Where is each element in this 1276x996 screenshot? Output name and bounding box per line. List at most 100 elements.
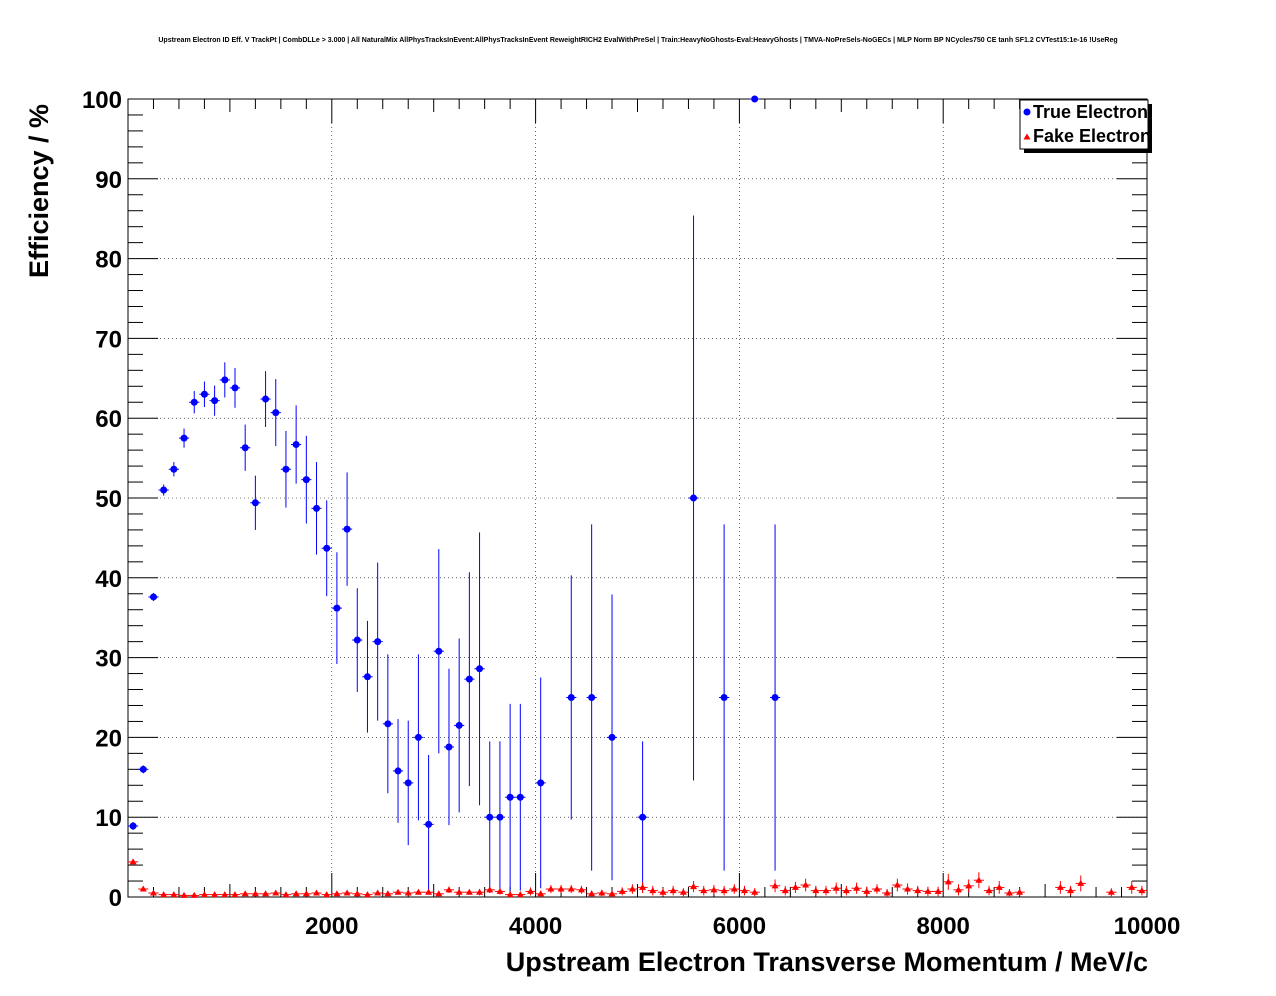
data-point	[200, 891, 208, 898]
legend-label-fake-electron: Fake Electron	[1033, 126, 1151, 146]
data-point	[414, 733, 422, 741]
x-tick-label: 8000	[917, 913, 970, 940]
data-point	[649, 887, 657, 894]
data-point	[170, 465, 178, 473]
data-point	[720, 887, 728, 894]
data-point	[1077, 879, 1085, 886]
data-point	[954, 886, 962, 893]
data-point	[537, 779, 545, 787]
data-point	[353, 890, 361, 897]
data-point	[200, 390, 208, 398]
data-point	[679, 888, 687, 895]
data-point	[445, 743, 453, 751]
x-tick-label: 2000	[305, 913, 358, 940]
data-point	[883, 889, 891, 896]
data-point	[476, 665, 484, 673]
data-point	[496, 813, 504, 821]
data-point	[710, 886, 718, 893]
data-point	[394, 888, 402, 895]
data-point	[139, 765, 147, 773]
data-point	[425, 820, 433, 828]
data-point	[262, 890, 270, 897]
data-point	[149, 593, 157, 601]
data-point	[292, 441, 300, 449]
data-point	[720, 694, 728, 701]
data-point	[832, 884, 840, 891]
data-point	[414, 888, 422, 895]
data-point	[598, 889, 606, 896]
data-point	[221, 891, 229, 898]
plot-frame	[127, 98, 1148, 898]
x-tick-label: 10000	[1114, 913, 1181, 940]
y-tick-label: 100	[82, 87, 122, 114]
data-point	[302, 890, 310, 897]
data-point	[537, 890, 545, 897]
data-point	[771, 882, 779, 889]
data-point	[506, 891, 514, 898]
data-point	[873, 885, 881, 892]
data-point	[1056, 883, 1064, 890]
data-point	[659, 888, 667, 895]
legend: True Electron Fake Electron	[1019, 99, 1152, 153]
data-point	[302, 476, 310, 484]
data-point	[241, 890, 249, 897]
legend-marker-fake-electron	[1023, 133, 1031, 140]
data-point	[944, 878, 952, 885]
data-point	[690, 883, 698, 890]
data-point	[363, 673, 371, 681]
data-point	[740, 887, 748, 894]
data-point	[323, 544, 331, 552]
data-point	[313, 504, 321, 512]
data-point	[404, 779, 412, 787]
data-point	[924, 887, 932, 894]
data-point	[527, 887, 535, 894]
data-point	[1067, 887, 1075, 894]
data-point	[272, 409, 280, 417]
data-point	[608, 733, 616, 741]
data-point	[547, 885, 555, 892]
data-point	[567, 885, 575, 892]
data-point	[272, 889, 280, 896]
data-point	[639, 883, 647, 890]
data-point	[313, 889, 321, 896]
data-point	[363, 891, 371, 898]
data-point	[486, 813, 494, 821]
data-point	[934, 887, 942, 894]
data-point	[333, 890, 341, 897]
data-point	[1016, 888, 1024, 895]
data-point	[914, 887, 922, 894]
data-point	[771, 694, 779, 701]
y-tick-label: 0	[109, 885, 122, 912]
y-tick-label: 70	[95, 326, 122, 353]
data-point	[812, 887, 820, 894]
data-point	[669, 887, 677, 894]
data-point	[323, 891, 331, 898]
y-tick-label: 80	[95, 247, 122, 274]
data-point	[802, 881, 810, 888]
data-point	[384, 720, 392, 728]
y-tick-label: 50	[95, 486, 122, 513]
legend-box	[1019, 99, 1149, 150]
data-point	[863, 887, 871, 894]
data-point	[435, 890, 443, 897]
data-point	[791, 883, 799, 890]
data-point	[577, 886, 585, 893]
y-tick-label: 90	[95, 167, 122, 194]
data-point	[139, 885, 147, 892]
data-point	[455, 888, 463, 895]
data-point	[1128, 883, 1136, 890]
data-point	[384, 890, 392, 897]
data-point	[211, 397, 219, 405]
data-point	[149, 889, 157, 896]
data-point	[730, 885, 738, 892]
series-fake-electron	[128, 858, 1147, 898]
data-point	[333, 604, 341, 612]
data-point	[567, 694, 575, 701]
data-point	[211, 891, 219, 898]
data-point	[995, 883, 1003, 890]
data-point	[975, 876, 983, 883]
data-point	[231, 384, 239, 392]
y-tick-label: 40	[95, 566, 122, 593]
y-tick-label: 60	[95, 406, 122, 433]
